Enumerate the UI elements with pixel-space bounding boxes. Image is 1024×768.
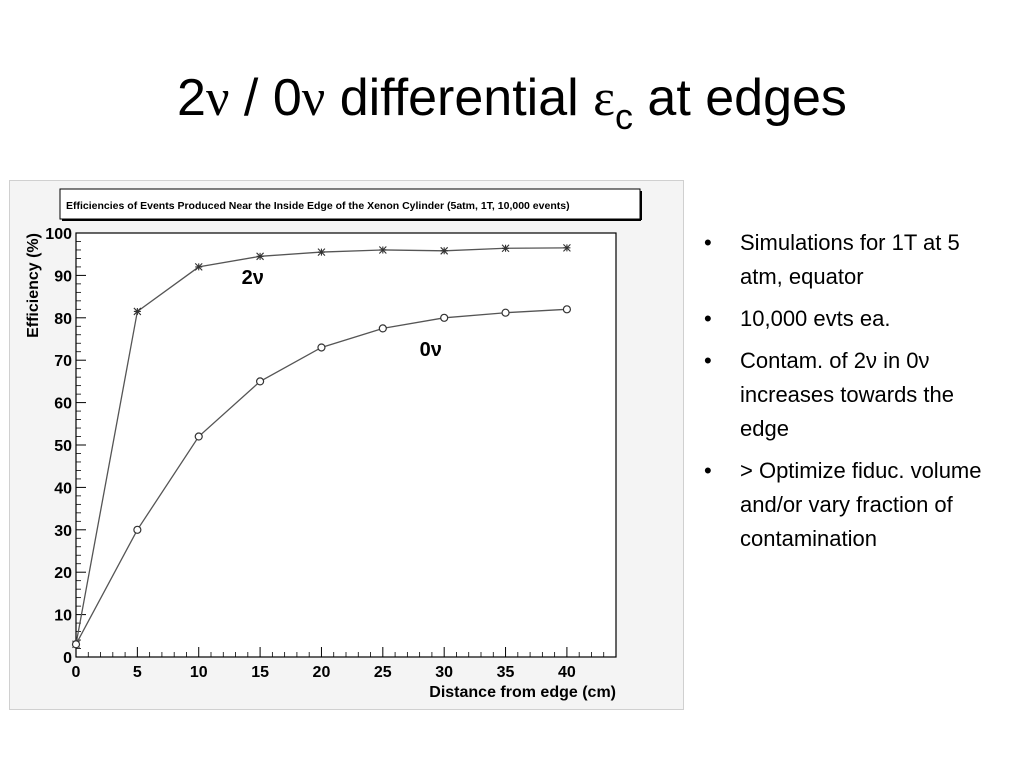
bullet-dot-icon: • [704,458,712,483]
y-tick-label: 10 [54,608,72,625]
bullet-dot-icon: • [704,348,712,373]
y-tick-label: 100 [45,226,72,243]
y-tick-label: 40 [54,480,72,497]
data-point-circle [562,305,572,314]
y-tick-label: 20 [54,565,72,582]
data-point-star [440,246,449,255]
title-epsilon-symbol: ε [593,70,615,127]
bullet-item: • > Optimize fiduc. volume and/or vary fr… [700,454,1000,556]
y-tick-label: 0 [63,650,72,667]
bullet-dot-icon: • [704,306,712,331]
x-tick-label: 0 [72,664,81,681]
x-tick-label: 15 [251,664,269,681]
y-tick-label: 70 [54,353,72,370]
data-point-star [563,243,571,252]
efficiency-chart: Efficiencies of Events Produced Near the… [25,188,642,701]
data-point-circle [255,377,265,386]
data-point-circle [71,640,81,649]
y-tick-label: 90 [54,268,72,285]
y-tick-label: 80 [54,311,72,328]
bullet-text: > Optimize fiduc. volume and/or vary fra… [740,458,982,551]
bullet-list: • Simulations for 1T at 5 atm, equator • 1… [700,226,1000,564]
title-text: at edges [632,69,847,127]
title-nu-symbol: ν [301,70,326,127]
data-point-circle [317,343,326,352]
data-point-star [501,244,510,253]
data-point-star [194,263,203,271]
x-tick-label: 40 [558,664,576,681]
bullet-item: • Contam. of 2ν in 0ν increases towards t… [700,344,1000,446]
y-tick-label: 60 [54,396,72,413]
data-point-circle [378,324,387,333]
title-text: differential [325,69,594,127]
title-text: 2 [177,69,206,127]
bullet-text: Simulations for 1T at 5 atm, equator [740,230,960,289]
series-annotation: 2ν [242,267,264,289]
x-tick-label: 35 [497,664,515,681]
bullet-text: Contam. of 2ν in 0ν increases towards th… [740,348,954,441]
x-tick-label: 20 [313,664,331,681]
data-point-circle [501,308,510,317]
y-tick-label: 30 [54,523,72,540]
chart-title: Efficiencies of Events Produced Near the… [66,200,570,212]
data-point-circle [440,313,449,322]
plot-frame: Efficiencies of Events Produced Near the… [9,180,684,710]
x-tick-label: 30 [435,664,453,681]
title-text: / 0 [229,69,302,127]
y-axis-label: Efficiency (%) [25,233,42,338]
data-point-star [133,307,142,316]
x-axis-label: Distance from edge (cm) [429,684,616,701]
data-point-circle [194,432,203,441]
title-subscript: c [614,96,633,137]
series-annotation: 0ν [420,339,442,361]
title-nu-symbol: ν [205,70,230,127]
bullet-text: 10,000 evts ea. [740,306,891,331]
data-point-circle [133,525,142,534]
plot-area [75,232,617,658]
data-point-star [256,252,264,261]
bullet-item: • Simulations for 1T at 5 atm, equator [700,226,1000,294]
x-tick-label: 10 [190,664,208,681]
x-tick-label: 5 [133,664,142,681]
chart-title-box [59,188,641,220]
slide-title: 2ν / 0ν differential εc at edges [0,66,1024,137]
data-point-star [317,248,326,256]
y-tick-label: 50 [54,438,72,455]
bullet-item: • 10,000 evts ea. [700,302,1000,336]
x-tick-label: 25 [374,664,392,681]
data-point-star [378,246,387,254]
bullet-dot-icon: • [704,230,712,255]
